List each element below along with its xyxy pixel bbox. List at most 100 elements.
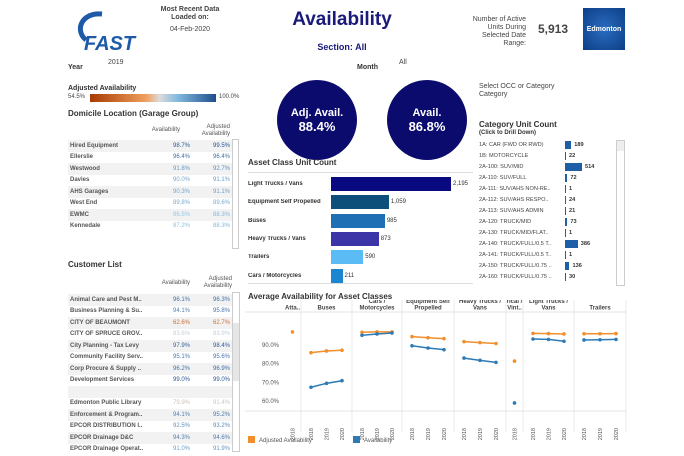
col-header-adjusted[interactable]: Adjusted Availability: [203, 276, 232, 289]
table-row[interactable]: West End 89.8% 89.6%: [68, 198, 232, 210]
average-availability-chart: 60.0% 70.0% 80.0% 90.0% Atta.. 2018 Buses 2018 2…: [245, 300, 627, 444]
category-bar[interactable]: [565, 229, 566, 238]
category-label: 2A-111: SUV/AHS NON-RE..: [479, 186, 551, 193]
category-bar[interactable]: [565, 152, 566, 161]
category-bar[interactable]: [565, 163, 582, 172]
category-row[interactable]: 2A-140: TRUCK/FULL/0.5 T.. 386: [479, 239, 619, 250]
table-row[interactable]: CITY OF SPRUCE GROV.. 83.6% 83.9%: [68, 329, 232, 341]
bar-value: 590: [365, 254, 376, 261]
cell-adjusted: 95.6%: [212, 354, 230, 361]
cell-name: EPCOR Drainage Operat..: [70, 446, 144, 453]
legend-label: Availability: [364, 438, 392, 444]
availability-point: [390, 331, 394, 335]
category-row[interactable]: 2A-130: TRUCK/MID/FLAT.. 1: [479, 228, 619, 239]
table-row[interactable]: Edmonton Public Library 79.9% 81.4%: [68, 398, 232, 410]
customer-scrollbar[interactable]: [232, 292, 240, 452]
month-filter-value[interactable]: All: [399, 59, 407, 66]
category-row[interactable]: 1B: MOTORCYCLE 22: [479, 151, 619, 162]
asset-class-row[interactable]: Light Trucks / Vans 2,195: [248, 177, 468, 191]
table-row[interactable]: City Planning - Tax Levy 97.9% 98.4%: [68, 340, 232, 352]
category-bar[interactable]: [565, 207, 566, 216]
cell-availability: 96.4%: [172, 154, 190, 161]
category-bar[interactable]: [565, 273, 566, 282]
category-label: 2A-100: SUV/MID: [479, 164, 524, 171]
svg-text:FAST: FAST: [84, 33, 137, 55]
year-filter-value[interactable]: 2019: [108, 59, 124, 66]
bar[interactable]: [331, 250, 364, 265]
cell-name: Enforcement & Program..: [68, 409, 152, 421]
legend-label: Adjusted Availability: [259, 438, 312, 444]
category-bar[interactable]: [565, 262, 570, 271]
availability-point: [531, 337, 535, 341]
table-row[interactable]: EPCOR DISTRIBUTION I.. 92.5% 93.2%: [68, 421, 232, 433]
table-row[interactable]: Business Planning & Su.. 94.1% 95.8%: [68, 306, 232, 318]
bar-value: 2,195: [453, 181, 469, 187]
table-row[interactable]: Corp Procure & Supply .. 96.2% 96.9%: [68, 363, 232, 375]
category-row[interactable]: 2A-120: TRUCK/MID 73: [479, 217, 619, 228]
table-row[interactable]: AHS Garages 90.3% 91.1%: [68, 186, 232, 198]
x-tick-label: 2018: [513, 428, 519, 440]
table-row[interactable]: EPCOR Drainage Operat.. 91.0% 91.9%: [68, 444, 232, 456]
color-legend-gradient: [90, 94, 216, 102]
bar[interactable]: [331, 268, 343, 283]
category-bar[interactable]: [565, 251, 566, 260]
asset-class-row[interactable]: Equipment Self Propelled 1,059: [248, 195, 406, 210]
x-tick-label: 2019: [547, 428, 553, 440]
bar[interactable]: [331, 195, 389, 210]
table-row[interactable]: Kennedale 87.2% 88.3%: [68, 221, 232, 233]
category-row[interactable]: 2A-110: SUV/FULL 72: [479, 173, 619, 184]
category-row[interactable]: 2A-150: TRUCK/FULL/0.75 .. 136: [479, 261, 619, 272]
adjusted-point: [442, 336, 446, 341]
col-header-adjusted[interactable]: Adjusted Availability: [201, 124, 230, 137]
table-row[interactable]: Davies 90.0% 91.1%: [68, 175, 232, 187]
table-row[interactable]: Hired Equipment 98.7% 99.5%: [68, 140, 232, 152]
category-row[interactable]: 2A-113: SUV/AHS ADMIN 21: [479, 206, 619, 217]
scroll-thumb[interactable]: [233, 323, 239, 381]
category-label: 2A-160: TRUCK/FULL/0.75 ..: [479, 274, 552, 281]
table-row[interactable]: Enforcement & Program.. 94.1% 95.2%: [68, 409, 232, 421]
bar[interactable]: [331, 177, 451, 191]
asset-class-row[interactable]: Trailers 590: [248, 250, 376, 265]
col-header-availability[interactable]: Availability: [151, 127, 180, 133]
category-bar[interactable]: [565, 174, 568, 183]
table-row[interactable]: Development Services 99.0% 99.0%: [68, 375, 232, 387]
col-header-availability[interactable]: Availability: [161, 280, 190, 286]
table-row[interactable]: Westwood 91.8% 92.7%: [68, 163, 232, 175]
bar[interactable]: [331, 231, 379, 246]
asset-class-row[interactable]: Cars / Motorcycles 211: [248, 268, 354, 283]
category-row[interactable]: 2A-100: SUV/MID 514: [479, 162, 619, 173]
asset-class-row[interactable]: Heavy Trucks / Vans 873: [248, 231, 391, 246]
category-bar[interactable]: [565, 196, 566, 205]
occ-filter-value[interactable]: Category: [479, 91, 508, 98]
panel-header: Cars / Motorcycles: [359, 300, 395, 312]
category-bar[interactable]: [565, 185, 566, 194]
month-filter-label: Month: [357, 64, 378, 71]
table-row[interactable]: EWMC 86.5% 88.3%: [68, 209, 232, 221]
table-row[interactable]: [68, 386, 232, 398]
category-label: 2A-120: TRUCK/MID: [479, 219, 532, 226]
category-bar[interactable]: [565, 141, 572, 150]
category-row[interactable]: 2A-111: SUV/AHS NON-RE.. 1: [479, 184, 619, 195]
domicile-scrollbar[interactable]: [232, 139, 239, 249]
category-scrollbar[interactable]: [616, 140, 625, 286]
table-row[interactable]: Community Facility Serv.. 95.1% 95.6%: [68, 352, 232, 364]
category-row[interactable]: 2A-141: TRUCK/FULL/0.5 T.. 1: [479, 250, 619, 261]
adjusted-point: [546, 331, 551, 336]
table-row[interactable]: EPCOR Drainage D&C 94.3% 94.6%: [68, 432, 232, 444]
scroll-thumb[interactable]: [617, 141, 624, 151]
bar[interactable]: [331, 213, 385, 228]
adjusted-point: [309, 350, 313, 355]
cell-adjusted: 99.0%: [212, 377, 230, 384]
category-row[interactable]: 2A-112: SUV/AHS RESPO.. 24: [479, 195, 619, 206]
table-row[interactable]: CITY OF BEAUMONT 62.6% 62.7%: [68, 317, 232, 329]
category-row[interactable]: 2A-160: TRUCK/FULL/0.75 .. 30: [479, 272, 619, 283]
category-bar[interactable]: [565, 218, 568, 227]
cell-name: Community Facility Serv..: [70, 354, 143, 361]
category-row[interactable]: 1A: CAR (FWD OR RWD) 189: [479, 140, 619, 151]
category-bar[interactable]: [565, 240, 578, 249]
availability-point: [462, 356, 466, 360]
cell-availability: 94.1%: [172, 308, 190, 315]
table-row[interactable]: Animal Care and Pest M.. 96.1% 96.3%: [68, 294, 232, 306]
asset-class-row[interactable]: Buses 985: [248, 213, 397, 228]
table-row[interactable]: Ellerslie 96.4% 96.4%: [68, 152, 232, 164]
